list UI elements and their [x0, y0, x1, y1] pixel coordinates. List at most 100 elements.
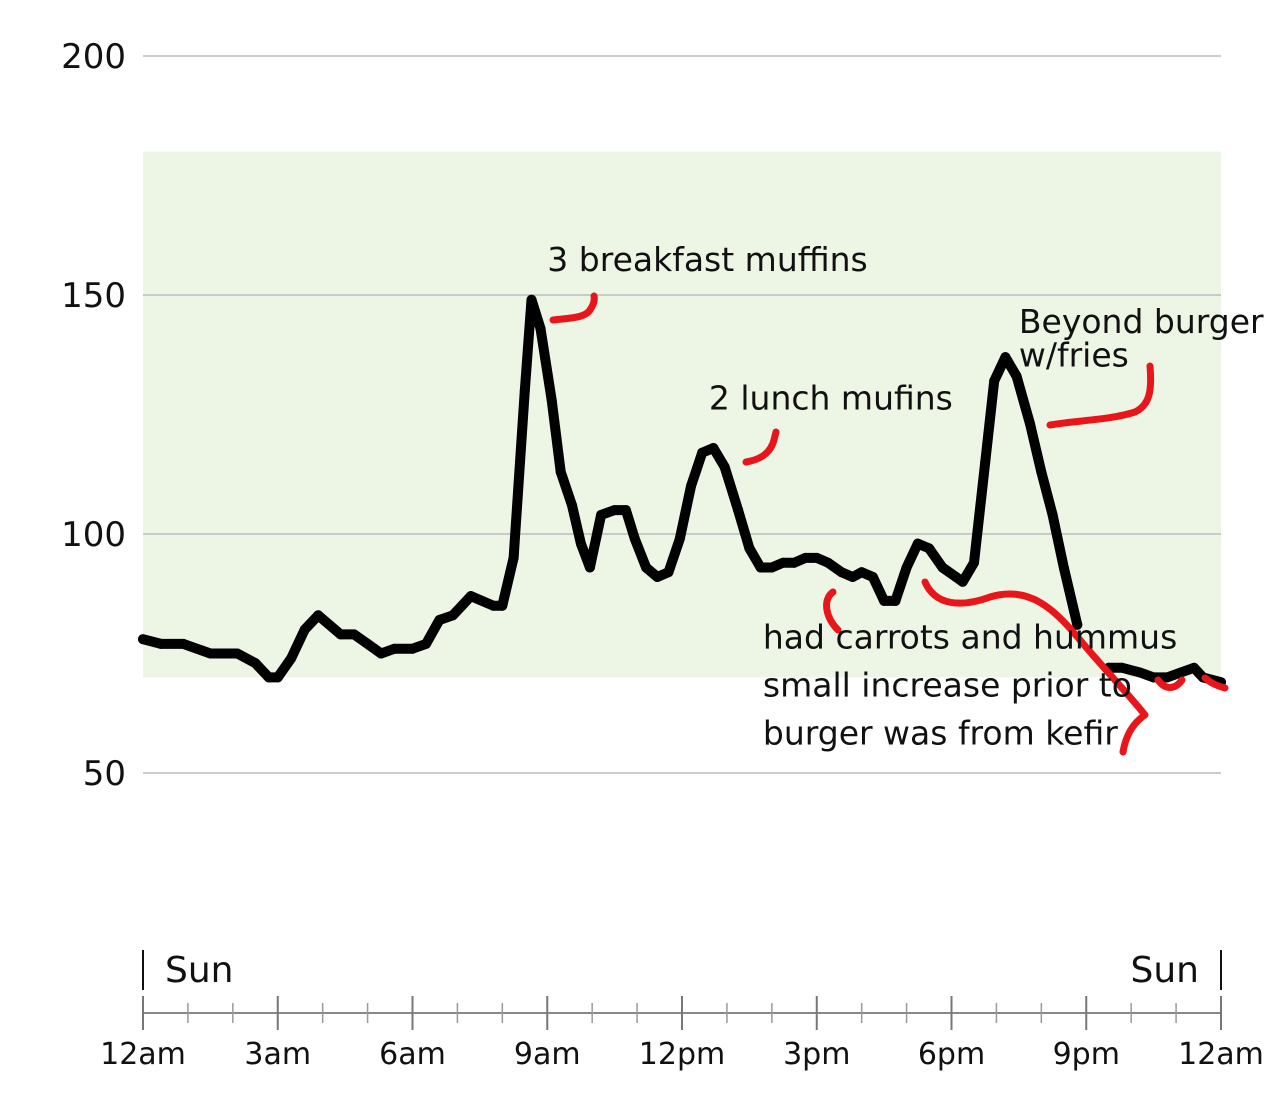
data-point: [686, 481, 696, 492]
data-point: [663, 567, 674, 578]
annotation-label: small increase prior to: [763, 666, 1132, 705]
data-point: [546, 395, 557, 406]
x-tick-label: 9pm: [1053, 1037, 1120, 1072]
breakfast-marker-stroke: [549, 292, 598, 324]
data-point: [497, 600, 508, 611]
data-point: [421, 638, 431, 649]
data-point: [178, 638, 189, 649]
data-point: [836, 567, 847, 578]
data-point: [156, 638, 166, 649]
data-point: [697, 447, 708, 458]
data-point: [232, 648, 243, 659]
data-point: [596, 509, 607, 520]
data-point: [1117, 662, 1128, 673]
data-point: [879, 595, 890, 606]
data-point: [313, 610, 324, 621]
data-point: [924, 543, 934, 554]
data-point: [800, 552, 811, 563]
y-tick-label: 150: [61, 276, 126, 316]
data-point: [299, 624, 310, 635]
data-point: [526, 294, 537, 305]
data-point: [567, 500, 577, 511]
data-point: [901, 562, 912, 573]
data-point: [584, 562, 595, 573]
data-point: [519, 385, 530, 396]
data-point: [708, 443, 719, 453]
data-point: [629, 533, 640, 544]
data-point: [286, 653, 297, 664]
data-point: [652, 572, 663, 582]
data-point: [447, 610, 458, 621]
data-point: [989, 376, 1000, 386]
annotation-label: 3 breakfast muffins: [547, 240, 867, 279]
x-tick-label: 12pm: [639, 1037, 725, 1072]
data-point: [733, 505, 744, 516]
data-point: [349, 629, 360, 640]
day-label-start: Sun: [165, 950, 233, 991]
data-point: [362, 638, 373, 649]
annotation-label: had carrots and hummus: [763, 618, 1177, 657]
data-point: [535, 323, 546, 334]
data-point: [488, 600, 499, 611]
kefir-marker-stroke: [921, 578, 1149, 756]
annotation-label: Beyond burger: [1019, 302, 1264, 341]
data-point: [1058, 562, 1069, 573]
data-point: [1025, 419, 1036, 430]
data-point: [407, 643, 418, 654]
annotation-label: 2 lunch mufins: [709, 379, 953, 418]
glucose-points: [138, 294, 1226, 688]
data-point: [766, 562, 777, 573]
data-point: [847, 572, 858, 582]
data-point: [1162, 672, 1173, 683]
data-point: [1011, 371, 1022, 382]
data-point: [1175, 667, 1186, 678]
data-point: [890, 595, 901, 606]
y-tick-label: 100: [61, 515, 126, 555]
data-point: [1135, 667, 1146, 678]
x-tick-label: 6am: [379, 1037, 446, 1072]
data-point: [263, 672, 274, 683]
annotations: 3 breakfast muffins 2 lunch mufins Beyond …: [547, 240, 1264, 752]
handwritten-markers: [549, 292, 1229, 756]
data-point: [937, 562, 948, 573]
y-tick-label: 200: [61, 37, 126, 77]
data-point: [912, 538, 923, 549]
data-point: [1000, 352, 1011, 363]
data-point: [205, 648, 216, 659]
target-range-band: [143, 151, 1221, 678]
x-tick-label: 12am: [1178, 1037, 1264, 1072]
lunch-marker-stroke: [742, 428, 780, 466]
data-point: [609, 505, 620, 516]
day-label-end: Sun: [1131, 950, 1199, 991]
data-point: [789, 557, 800, 568]
data-point: [555, 466, 566, 477]
data-point: [980, 457, 991, 468]
data-point: [335, 629, 346, 640]
carrots-marker-stroke: [823, 588, 842, 634]
data-point: [856, 567, 867, 578]
late-marker-stroke-1: [1154, 676, 1186, 691]
data-point: [1036, 466, 1047, 477]
data-point: [508, 552, 519, 563]
burger-marker-stroke: [1046, 362, 1155, 429]
data-point: [719, 462, 730, 473]
y-tick-label: 50: [83, 754, 126, 794]
data-point: [778, 557, 789, 568]
data-point: [250, 658, 261, 669]
data-point: [744, 543, 755, 554]
data-point: [1072, 619, 1083, 630]
x-tick-label: 9am: [514, 1037, 581, 1072]
y-tick-labels: 200 150 100 50: [61, 37, 126, 794]
annotation-label: w/fries: [1019, 336, 1129, 375]
data-point: [969, 557, 979, 568]
data-point: [811, 552, 822, 563]
data-point: [1189, 662, 1199, 673]
data-point: [755, 562, 766, 573]
data-point: [434, 615, 445, 625]
data-point: [957, 576, 968, 587]
data-point: [641, 562, 652, 573]
data-point: [1047, 509, 1058, 520]
data-point: [465, 591, 476, 602]
data-point: [674, 533, 685, 544]
